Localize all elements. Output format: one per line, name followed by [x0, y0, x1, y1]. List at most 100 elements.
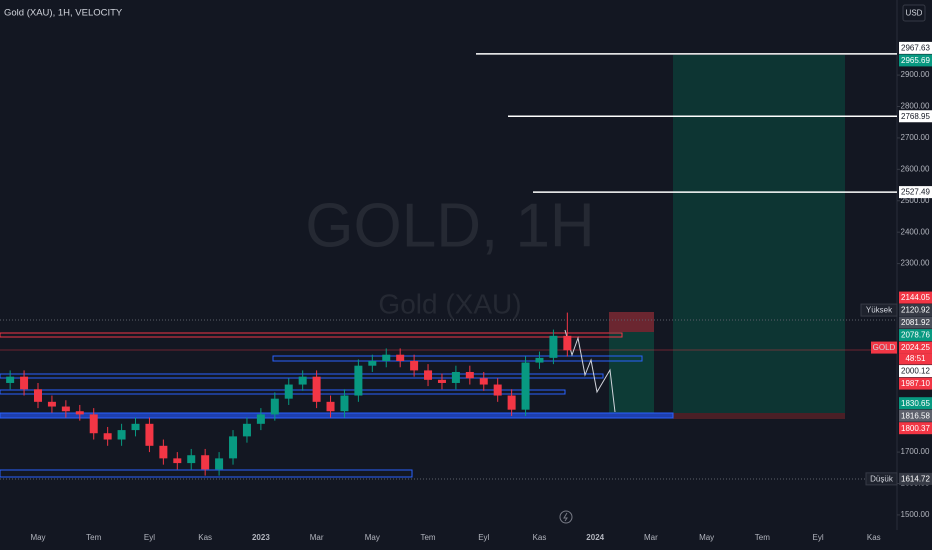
tag: GOLD — [873, 343, 896, 352]
price-label: 1987.10 — [901, 379, 930, 388]
price-label-box — [899, 316, 932, 329]
x-tick-label: Mar — [310, 533, 324, 542]
target-zone — [673, 55, 845, 413]
candle-body — [229, 436, 238, 459]
candle-body — [145, 423, 154, 446]
y-tick-label: 1500.00 — [901, 510, 930, 519]
candle-body — [437, 379, 446, 383]
candle-body — [215, 458, 224, 470]
icon[interactable] — [559, 510, 573, 524]
candle-body — [61, 406, 70, 412]
candle-body — [187, 455, 196, 464]
x-tick-label: 2024 — [586, 533, 604, 542]
candle-body — [312, 376, 321, 402]
x-tick-label: Kas — [198, 533, 212, 542]
icon-bolt — [563, 512, 568, 522]
candle-body — [465, 371, 474, 379]
price-label-box — [899, 409, 932, 422]
tag-box — [860, 303, 898, 317]
candle-body — [89, 414, 98, 434]
candle-body — [354, 365, 363, 396]
candle-body — [34, 389, 42, 402]
price-label-box — [899, 110, 932, 123]
y-tick-label: 2600.00 — [901, 164, 930, 173]
x-tick-label: Tem — [86, 533, 101, 542]
level-box — [0, 469, 413, 478]
tag: Düşük — [870, 474, 894, 483]
level-box — [0, 332, 623, 338]
x-tick-label: Tem — [755, 533, 770, 542]
candle-body — [382, 354, 391, 361]
y-tick-label: 2800.00 — [901, 102, 930, 111]
price-label: 2120.92 — [901, 306, 930, 315]
candle-body — [75, 411, 84, 415]
candle-body — [340, 395, 349, 412]
y-tick-label: 2300.00 — [901, 259, 930, 268]
projection — [564, 329, 616, 413]
candle-body — [173, 458, 182, 464]
watermark-sub: Gold (XAU) — [378, 288, 521, 319]
candle-body — [242, 423, 251, 437]
price-label-box — [899, 41, 932, 54]
countdown-box — [899, 353, 932, 365]
price-label: 2024.25 — [901, 343, 930, 352]
y-tick-label: 2900.00 — [901, 70, 930, 79]
watermark: GOLD, 1H — [305, 191, 594, 260]
x-tick-label: Tem — [420, 533, 435, 542]
stop-zone-small — [609, 312, 654, 332]
y-tick-label: 2700.00 — [901, 133, 930, 142]
x-tick-label: Eyl — [813, 533, 824, 542]
candle-body — [326, 401, 335, 412]
price-label: 2078.76 — [901, 331, 930, 340]
price-label-box — [899, 341, 932, 354]
x-tick-label: Eyl — [478, 533, 489, 542]
candle-body — [131, 423, 140, 431]
candle-body — [563, 335, 572, 351]
target-zone-small — [609, 332, 654, 413]
candle-body — [396, 354, 405, 361]
price-label: 1830.65 — [901, 399, 930, 408]
price-label: 1614.72 — [901, 474, 930, 483]
x-tick-label: Eyl — [144, 533, 155, 542]
currency[interactable]: USD — [906, 9, 923, 18]
y-tick-label: 2500.00 — [901, 196, 930, 205]
price-label: 2965.69 — [901, 56, 930, 65]
x-tick-label: Kas — [533, 533, 547, 542]
price-label-box — [899, 422, 932, 435]
currency-box[interactable] — [902, 4, 926, 22]
tag-box — [865, 472, 898, 486]
candle-body — [298, 376, 307, 385]
level-box — [272, 355, 643, 362]
price-label: 1800.37 — [901, 424, 930, 433]
price-label-box — [899, 329, 932, 342]
candle-body — [6, 376, 15, 383]
price-label: 1816.58 — [901, 411, 930, 420]
price-label-box — [899, 186, 932, 199]
price-label: 2967.63 — [901, 44, 930, 53]
tag: Yüksek — [866, 306, 893, 315]
candle-body — [451, 371, 460, 383]
x-tick-label: May — [30, 533, 45, 542]
candle-body — [20, 376, 29, 390]
x-tick-label: May — [699, 533, 714, 542]
price-label-box — [899, 304, 932, 317]
stop-zone — [673, 413, 845, 419]
price-label-box — [899, 472, 932, 485]
y-tick-label: 1700.00 — [901, 447, 930, 456]
price-label: 2527.49 — [901, 188, 930, 197]
level-box — [0, 389, 566, 395]
candle-body — [117, 430, 126, 440]
price-label-box — [899, 365, 932, 378]
candle-body — [424, 370, 433, 380]
candle-body — [47, 401, 56, 407]
candle-body — [535, 357, 544, 363]
candle-body — [410, 360, 419, 371]
x-tick-label: Mar — [644, 533, 658, 542]
candle-body — [479, 378, 488, 385]
candle-body — [201, 455, 210, 470]
header-title: Gold (XAU), 1H, VELOCITY — [4, 8, 123, 19]
tag-box — [871, 341, 897, 354]
price-label: 2081.92 — [901, 318, 930, 327]
x-tick-label: 2023 — [252, 533, 270, 542]
